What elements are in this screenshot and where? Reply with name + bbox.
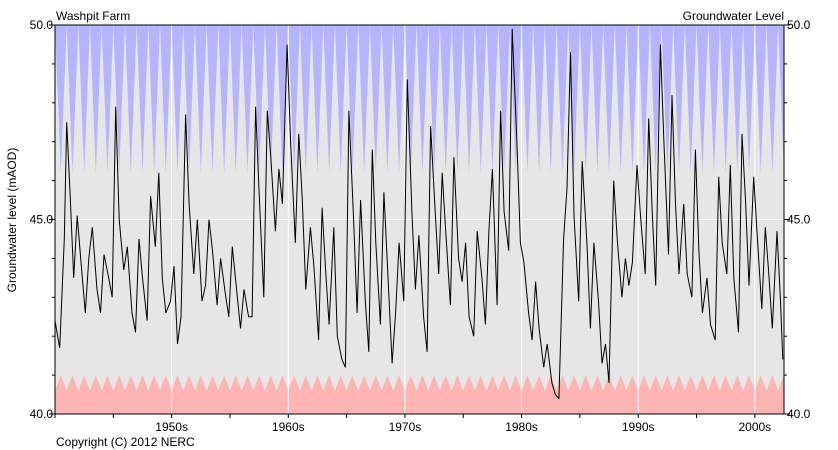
y-tick-label-left: 45.0: [30, 213, 54, 227]
y-tick-label-right: 40.0: [787, 407, 811, 421]
y-tick-label-left: 50.0: [30, 18, 54, 32]
x-tick-label: 2000s: [738, 420, 771, 434]
high-level-band: [55, 25, 784, 173]
y-tick-label-left: 40.0: [30, 407, 54, 421]
y-tick-labels: 40.0 40.0 45.0 45.0 50.0 50.0: [30, 18, 811, 421]
low-level-band: [55, 375, 784, 414]
copyright-footer: Copyright (C) 2012 NERC: [56, 435, 195, 449]
level-bands: [55, 25, 784, 414]
y-axis-label: Groundwater level (mAOD): [5, 148, 19, 293]
x-tick-label: 1990s: [622, 420, 655, 434]
x-tick-label: 1950s: [155, 420, 188, 434]
x-tick-label: 1960s: [272, 420, 305, 434]
grid-lines: [55, 25, 784, 414]
chart-title-left: Washpit Farm: [56, 9, 130, 23]
x-tick-labels: 1950s 1960s 1970s 1980s 1990s 2000s: [155, 420, 771, 434]
x-tick-label: 1970s: [389, 420, 422, 434]
y-tick-label-right: 45.0: [787, 213, 811, 227]
groundwater-level-line: [54, 28, 784, 400]
x-tick-label: 1980s: [505, 420, 538, 434]
y-tick-label-right: 50.0: [787, 18, 811, 32]
chart-title-right: Groundwater Level: [683, 9, 784, 23]
axes: [49, 24, 790, 418]
